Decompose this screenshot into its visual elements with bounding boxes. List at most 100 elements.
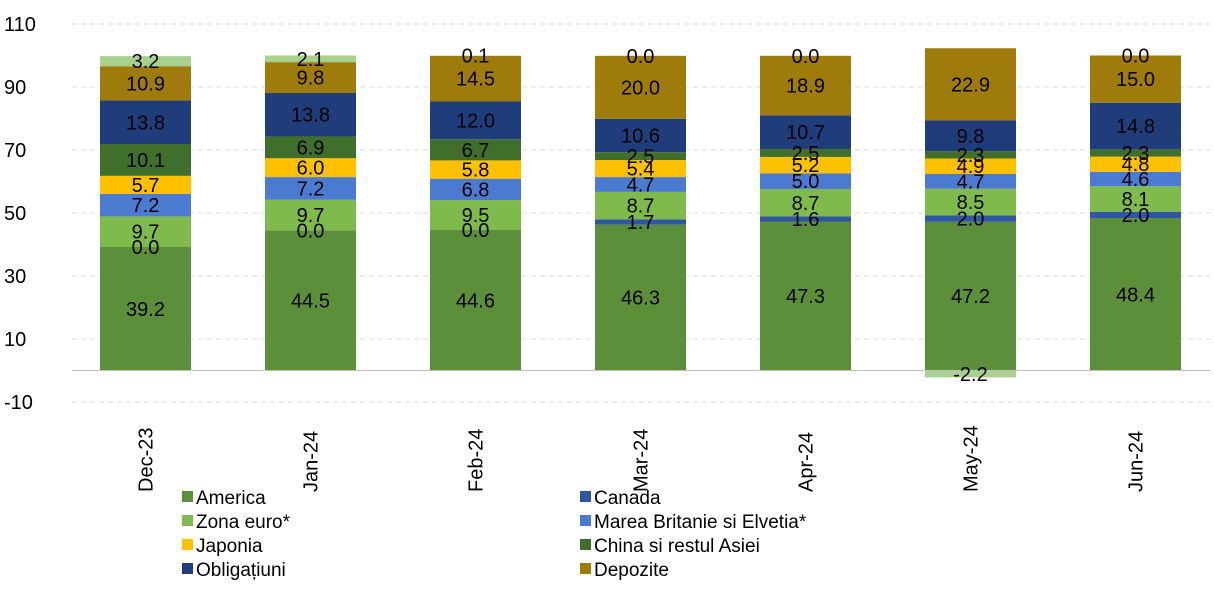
x-tick-label: Jan-24 [301, 431, 323, 492]
data-label: 9.7 [132, 222, 160, 244]
legend-label-china-si-restul-asiei: China si restul Asiei [594, 536, 760, 557]
bar-segment-series-8 [100, 56, 191, 67]
x-tick-label: Jun-24 [1126, 431, 1148, 492]
bar-segment-china-si-restul-asiei [100, 144, 191, 176]
legend-swatch-canada [580, 491, 591, 502]
x-tick-label: Mar-24 [631, 429, 653, 492]
bar-segment-marea-britanie-si-elvetia [430, 178, 521, 201]
y-axis-ticks: -10 10 30 50 70 90 110 [4, 14, 36, 414]
data-label: 44.6 [456, 290, 495, 312]
bar-segment-zona-euro [595, 191, 686, 220]
data-label: 44.5 [291, 290, 330, 312]
data-label: 1.7 [627, 212, 655, 234]
data-label: 7.2 [297, 178, 325, 200]
data-label: 39.2 [126, 299, 165, 321]
bar-segment-japonia [1090, 156, 1181, 172]
data-label: 13.8 [126, 112, 165, 134]
data-label: 8.7 [792, 193, 820, 215]
data-label: 0.0 [297, 220, 325, 242]
data-label: 2.0 [957, 209, 985, 231]
data-label: 4.7 [627, 174, 655, 196]
bar-segment-japonia [760, 156, 851, 174]
data-label: 4.9 [957, 156, 985, 178]
data-label: 13.8 [291, 105, 330, 127]
data-label: 47.3 [786, 286, 825, 308]
bar-segment-zona-euro [760, 189, 851, 217]
data-label: 2.0 [1122, 205, 1150, 227]
bar-segment-zona-euro [265, 199, 356, 231]
data-label: 10.1 [126, 150, 165, 172]
data-label: 2.1 [297, 49, 325, 71]
bar-segment-obliga-iuni [925, 120, 1016, 152]
data-label: 6.7 [462, 140, 490, 162]
bar-segment-america [430, 230, 521, 371]
data-label: 6.0 [297, 158, 325, 180]
data-label: 46.3 [621, 288, 660, 310]
bar-segment-obliga-iuni [430, 101, 521, 140]
data-label: 0.0 [627, 46, 655, 68]
data-label: 15.0 [1116, 69, 1155, 91]
data-label: 10.7 [786, 122, 825, 144]
bar-segment-depozite [595, 55, 686, 119]
legend-label-canada: Canada [594, 488, 661, 509]
bar-segment-china-si-restul-asiei [595, 152, 686, 161]
bar-segment-japonia [925, 158, 1016, 174]
bar-segment-obliga-iuni [100, 100, 191, 145]
data-label: 2.3 [1122, 143, 1150, 165]
data-label: 10.6 [621, 126, 660, 148]
bar-segment-depozite [1090, 55, 1181, 103]
bar-segment-zona-euro [430, 200, 521, 231]
bars [100, 48, 1181, 378]
data-label: 9.5 [462, 205, 490, 227]
data-label: 4.8 [1122, 154, 1150, 176]
bar-segment-depozite [925, 48, 1016, 121]
legend-swatch-obliga-iuni [182, 563, 193, 574]
bar-segment-marea-britanie-si-elvetia [925, 173, 1016, 189]
bar-segment-depozite [430, 55, 521, 102]
legend: America Canada Zona euro* Marea Britanie si… [182, 488, 807, 581]
bar-segment-zona-euro [925, 188, 1016, 216]
data-label: 3.2 [132, 51, 160, 73]
data-label: 20.0 [621, 77, 660, 99]
data-label: 9.7 [297, 205, 325, 227]
data-label: 14.5 [456, 69, 495, 91]
y-tick-label: 110 [4, 14, 36, 36]
bar-segment-canada [595, 219, 686, 225]
data-label: 4.6 [1122, 169, 1150, 191]
bar-segment-japonia [265, 158, 356, 178]
y-tick-label: 50 [4, 203, 26, 225]
legend-swatch-china-si-restul-asiei [580, 539, 591, 550]
data-label: 14.8 [1116, 116, 1155, 138]
bar-segment-marea-britanie-si-elvetia [760, 173, 851, 190]
y-tick-label: -10 [4, 392, 33, 414]
bar-segment-china-si-restul-asiei [760, 149, 851, 157]
data-label: 22.9 [951, 74, 990, 96]
data-label: -2.2 [953, 364, 987, 386]
bar-segment-marea-britanie-si-elvetia [265, 177, 356, 200]
data-label: 6.9 [297, 137, 325, 159]
data-label: 6.8 [462, 179, 490, 201]
bar-segment-series-8 [925, 370, 1016, 378]
data-label: 18.9 [786, 76, 825, 98]
x-tick-label: Feb-24 [466, 429, 488, 492]
bar-segment-marea-britanie-si-elvetia [100, 193, 191, 217]
y-tick-label: 90 [4, 77, 26, 99]
legend-label-zona-euro: Zona euro* [196, 512, 291, 533]
legend-label-marea-britanie-si-elvetia: Marea Britanie si Elvetia* [594, 512, 807, 533]
data-label: 8.7 [627, 196, 655, 218]
legend-swatch-marea-britanie-si-elvetia [580, 515, 591, 526]
x-axis-ticks: Dec-23 Jan-24 Feb-24 Mar-24 Apr-24 May-24 Jun-… [136, 425, 1148, 492]
bar-segment-zona-euro [100, 216, 191, 248]
data-labels: 39.20.09.77.25.710.113.810.93.244.50.09.… [126, 46, 1155, 386]
bar-segment-japonia [430, 160, 521, 179]
bar-segment-china-si-restul-asiei [925, 151, 1016, 159]
data-label: 8.1 [1122, 189, 1150, 211]
bar-segment-depozite [265, 62, 356, 93]
data-label: 5.0 [792, 171, 820, 193]
bar-segment-canada [1090, 211, 1181, 219]
bar-segment-america [265, 230, 356, 371]
data-label: 10.9 [126, 73, 165, 95]
bar-segment-japonia [595, 160, 686, 178]
bar-segment-canada [760, 216, 851, 222]
legend-swatch-zona-euro [182, 515, 193, 526]
